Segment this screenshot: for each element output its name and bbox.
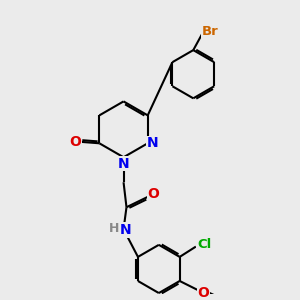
Text: Cl: Cl (197, 238, 211, 251)
Text: N: N (120, 223, 132, 237)
Text: H: H (109, 222, 119, 235)
Text: N: N (147, 136, 158, 150)
Text: O: O (69, 135, 81, 149)
Text: O: O (197, 286, 209, 300)
Text: Br: Br (202, 25, 219, 38)
Text: N: N (118, 157, 129, 171)
Text: O: O (148, 187, 160, 201)
